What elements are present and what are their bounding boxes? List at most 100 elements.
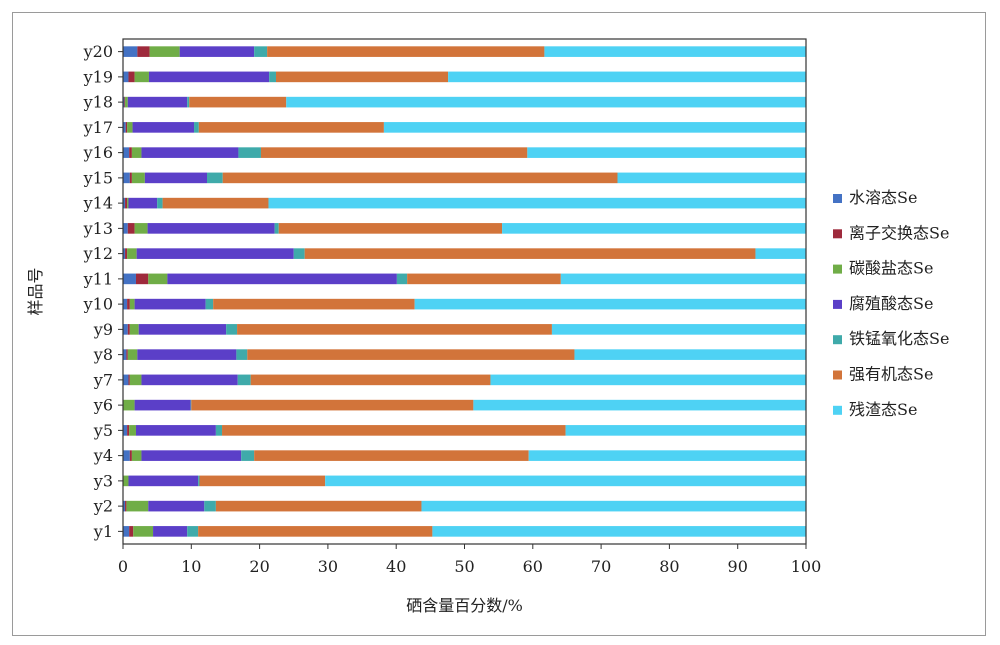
y-tick-label-y1: y1 (93, 522, 113, 541)
bar-segment-y9-s4 (138, 324, 227, 335)
bar-segment-y5-s2 (127, 425, 130, 436)
x-tick-label-50: 50 (454, 557, 474, 576)
y-tick-label-y16: y16 (83, 143, 113, 162)
bar-segment-y4-s7 (528, 450, 806, 461)
bar-segment-y14-s2 (125, 197, 128, 209)
bar-segment-y9-s2 (127, 324, 130, 335)
x-tick-label-100: 100 (791, 557, 822, 576)
bar-segment-y11-s4 (167, 273, 397, 285)
bar-segment-y8-s1 (123, 349, 127, 360)
bar-segment-y20-s3 (149, 46, 180, 57)
y-tick-label-y7: y7 (93, 370, 113, 389)
bar-segment-y15-s3 (131, 172, 145, 184)
bar-segment-y7-s5 (237, 374, 251, 386)
y-tick-label-y12: y12 (83, 244, 113, 263)
legend-swatch-3 (833, 264, 842, 274)
bar-segment-y19-s4 (148, 71, 270, 83)
bar-segment-y14-s1 (123, 197, 126, 209)
bar-segment-y2-s7 (421, 500, 806, 512)
legend-swatch-7 (833, 405, 842, 415)
bar-segment-y12-s5 (293, 248, 305, 259)
bar-segment-y20-s4 (179, 46, 255, 57)
bar-segment-y20-s6 (267, 46, 545, 57)
y-tick-label-y19: y19 (83, 67, 113, 86)
bar-segment-y7-s1 (123, 374, 129, 386)
legend-label-6: 强有机态Se (849, 365, 933, 384)
bar-segment-y10-s4 (134, 298, 206, 310)
bar-segment-y3-s5 (198, 475, 200, 487)
bar-segment-y12-s2 (125, 248, 128, 259)
bar-segment-y16-s6 (260, 147, 528, 158)
bar-segment-y3-s6 (199, 475, 326, 487)
bar-segment-y18-s6 (189, 96, 287, 108)
bar-segment-y16-s2 (129, 147, 132, 158)
y-tick-label-y15: y15 (83, 168, 113, 187)
bar-segment-y11-s2 (135, 273, 149, 285)
bar-segment-y17-s1 (123, 122, 126, 133)
x-tick-label-90: 90 (728, 557, 748, 576)
x-axis-title: 硒含量百分数/% (406, 596, 523, 615)
bar-segment-y18-s2 (124, 96, 126, 108)
x-tick-label-0: 0 (118, 557, 128, 576)
bar-segment-y16-s5 (238, 147, 261, 158)
bar-segment-y12-s1 (123, 248, 126, 259)
bar-segment-y12-s6 (304, 248, 756, 259)
bar-segment-y8-s7 (574, 349, 806, 360)
bar-segment-y18-s3 (125, 96, 128, 108)
bar-segment-y18-s5 (187, 96, 190, 108)
bar-segment-y12-s7 (755, 248, 806, 259)
bar-segment-y13-s3 (134, 223, 148, 234)
y-tick-label-y11: y11 (83, 269, 113, 288)
bar-segment-y13-s5 (274, 223, 279, 234)
bar-segment-y5-s7 (565, 425, 806, 436)
legend-swatch-4 (833, 299, 842, 309)
y-tick-label-y5: y5 (93, 421, 113, 440)
bar-segment-y17-s7 (383, 122, 806, 133)
bar-segment-y2-s2 (125, 500, 127, 512)
bar-segment-y8-s3 (127, 349, 138, 360)
legend-label-4: 腐殖酸态Se (849, 294, 933, 313)
bar-segment-y4-s3 (131, 450, 142, 461)
bar-segment-y10-s6 (213, 298, 415, 310)
bar-segment-y8-s6 (247, 349, 575, 360)
bar-segment-y9-s1 (123, 324, 128, 335)
bar-segment-y20-s1 (123, 46, 138, 57)
bar-segment-y19-s2 (128, 71, 135, 83)
x-tick-label-20: 20 (249, 557, 269, 576)
bar-segment-y6-s4 (134, 399, 191, 411)
bar-segment-y18-s4 (127, 96, 188, 108)
bar-segment-y14-s7 (268, 197, 806, 209)
bar-segment-y14-s4 (128, 197, 158, 209)
bar-segment-y10-s1 (123, 298, 128, 310)
stacked-bar-chart: y1 y2 y3 y4 y5 y6 y7 y8 y9 y10 y11 y12 y13 y14 y15 y16 y… (26, 38, 949, 615)
bar-segment-y14-s3 (127, 197, 129, 209)
bar-segment-y10-s3 (129, 298, 135, 310)
bar-segment-y13-s4 (147, 223, 275, 234)
x-tick-label-70: 70 (591, 557, 611, 576)
bar-segment-y13-s1 (123, 223, 128, 234)
bar-segment-y5-s3 (129, 425, 136, 436)
bar-segment-y7-s6 (250, 374, 491, 386)
legend-swatch-6 (833, 370, 842, 380)
bar-segment-y18-s1 (123, 96, 125, 108)
bar-segment-y11-s3 (148, 273, 168, 285)
axes-group: y1 y2 y3 y4 y5 y6 y7 y8 y9 y10 y11 y12 y13 y14 y15 y16 y… (83, 38, 822, 576)
y-tick-label-y10: y10 (83, 295, 113, 314)
y-tick-label-y4: y4 (93, 446, 113, 465)
bar-segment-y5-s1 (123, 425, 128, 436)
y-tick-label-y18: y18 (83, 93, 113, 112)
bars-group (123, 46, 806, 537)
bar-segment-y1-s2 (129, 526, 134, 537)
bar-segment-y12-s4 (136, 248, 294, 259)
bar-segment-y5-s4 (135, 425, 216, 436)
bar-segment-y18-s7 (286, 96, 806, 108)
bar-segment-y17-s5 (194, 122, 199, 133)
bar-segment-y19-s1 (123, 71, 129, 83)
bar-segment-y15-s2 (129, 172, 132, 184)
bar-segment-y17-s6 (198, 122, 384, 133)
y-tick-label-y2: y2 (93, 497, 113, 516)
bar-segment-y15-s4 (144, 172, 208, 184)
bar-segment-y7-s7 (490, 374, 806, 386)
bar-segment-y15-s1 (123, 172, 130, 184)
bar-segment-y7-s2 (128, 374, 130, 386)
